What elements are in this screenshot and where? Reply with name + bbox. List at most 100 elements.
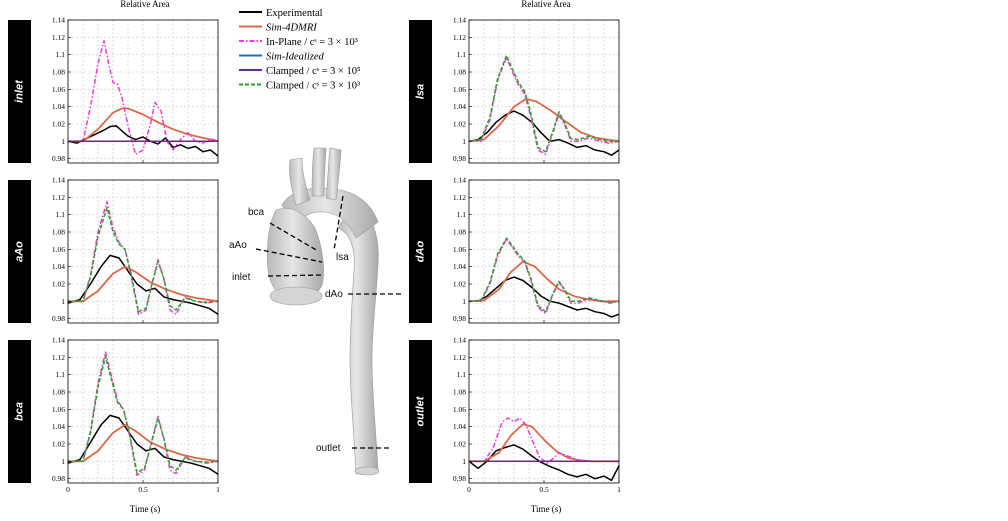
- y-tick-label: 1.12: [453, 193, 466, 202]
- y-tick-label: 1.12: [52, 193, 65, 202]
- legend-label-4: Clamped / cˢ = 3 × 10⁵: [266, 66, 361, 77]
- brachiocephalic-branch: [289, 157, 311, 206]
- y-tick-label: 1.14: [453, 16, 466, 25]
- series-line-1: [68, 265, 219, 303]
- y-tick-label: 1.1: [457, 370, 467, 379]
- x-tick-label: 0.5: [138, 485, 148, 494]
- series-line-2: [68, 40, 219, 156]
- y-tick-label: 1: [61, 297, 65, 306]
- y-tick-label: 1: [61, 457, 65, 466]
- x-tick-label: 0: [66, 485, 70, 494]
- y-tick-label: 1.1: [56, 210, 66, 219]
- inlet-ring: [269, 286, 323, 306]
- series-line-2: [469, 238, 620, 315]
- y-tick-label: 1.04: [52, 422, 65, 431]
- y-tick-label: 1: [61, 137, 65, 146]
- panel-tab-label: inlet: [14, 79, 26, 103]
- y-tick-label: 1.06: [52, 245, 65, 254]
- panel-dAo: dAo 0.98 1 1.02 1.04 1.06 1.08 1.1 1.12 1.14: [409, 176, 620, 324]
- series-line-0: [469, 276, 620, 318]
- y-tick-label: 1.1: [56, 50, 66, 59]
- y-tick-label: 1.1: [457, 210, 467, 219]
- outlet-ring: [354, 466, 380, 476]
- y-tick-label: 0.98: [453, 314, 466, 323]
- plot-area: [469, 20, 619, 163]
- legend-label-2: In-Plane / cˢ = 3 × 10³: [266, 37, 358, 48]
- series-line-0: [468, 110, 620, 156]
- panel-lsa: lsa 0.98 1 1.02 1.04 1.06 1.08 1.1 1.12 1.14: [409, 16, 620, 164]
- y-tick-label: 1.12: [52, 33, 65, 42]
- y-tick-label: 1.02: [52, 440, 65, 449]
- aorta-geometry: bca aAo lsa inlet dAo outlet: [229, 147, 402, 476]
- y-tick-label: 1.06: [453, 405, 466, 414]
- descending-aorta: [337, 204, 379, 475]
- series-line-2: [469, 56, 620, 156]
- y-tick-label: 1: [462, 297, 466, 306]
- panel-tab-label: lsa: [415, 84, 427, 99]
- y-tick-label: 0.98: [453, 474, 466, 483]
- cut-plane-bca: [269, 222, 319, 252]
- y-tick-label: 0.98: [453, 154, 466, 163]
- anatomy-label-inlet: inlet: [232, 272, 251, 283]
- anatomy-label-aao: aAo: [229, 240, 247, 251]
- column-title-left: Relative Area: [120, 0, 169, 9]
- anatomy-label-dao: dAo: [325, 289, 343, 300]
- legend-label-0: Experimental: [266, 8, 323, 19]
- y-tick-label: 1.08: [453, 68, 466, 77]
- y-tick-label: 1.02: [453, 280, 466, 289]
- y-tick-label: 1.14: [453, 336, 466, 345]
- legend: Experimental Sim-4DMRI In-Plane / cˢ = 3 ×…: [239, 8, 361, 92]
- panels: inlet 0.98 1 1.02 1.04 1.06 1.08 1.1 1.12 1.14 aAo…: [8, 16, 621, 494]
- series-line-1: [68, 423, 219, 463]
- y-tick-label: 1.02: [52, 120, 65, 129]
- y-tick-label: 1.02: [453, 120, 466, 129]
- series-line-5: [68, 206, 219, 313]
- y-tick-label: 1: [462, 457, 466, 466]
- y-tick-label: 1.12: [453, 353, 466, 362]
- panel-tab: [409, 340, 432, 483]
- y-tick-label: 1.06: [453, 85, 466, 94]
- x-axis-label-right: Time (s): [531, 504, 561, 514]
- y-tick-label: 1: [462, 137, 466, 146]
- y-tick-label: 1.04: [453, 102, 466, 111]
- y-tick-label: 0.98: [52, 474, 65, 483]
- x-tick-label: 0.5: [539, 485, 549, 494]
- panel-tab: [8, 340, 31, 483]
- y-tick-label: 1.14: [453, 176, 466, 185]
- panel-tab-label: bca: [14, 402, 26, 421]
- series-line-5: [468, 54, 619, 153]
- x-tick-label: 1: [617, 485, 621, 494]
- y-tick-label: 0.98: [52, 154, 65, 163]
- y-tick-label: 1.08: [453, 388, 466, 397]
- series-line-1: [68, 107, 219, 143]
- panel-aAo: aAo 0.98 1 1.02 1.04 1.06 1.08 1.1 1.12 1.14: [8, 176, 219, 324]
- x-tick-label: 1: [216, 485, 220, 494]
- series-line-1: [468, 98, 620, 143]
- y-tick-label: 1.14: [52, 176, 65, 185]
- y-tick-label: 1.04: [453, 262, 466, 271]
- panel-outlet: outlet 0.98 1 1.02 1.04 1.06 1.08 1.1 1.12 1.14 0 0…: [409, 336, 621, 494]
- legend-label-1: Sim-4DMRI: [266, 23, 317, 34]
- y-tick-label: 1.04: [52, 262, 65, 271]
- y-tick-label: 1.02: [453, 440, 466, 449]
- legend-label-3: Sim-Idealized: [266, 52, 324, 63]
- plot-area: [469, 340, 619, 483]
- cut-plane-lsa: [333, 195, 344, 251]
- anatomy-label-outlet: outlet: [316, 443, 341, 454]
- x-axis-label-left: Time (s): [130, 504, 160, 514]
- y-tick-label: 1.04: [52, 102, 65, 111]
- anatomy-label-lsa: lsa: [336, 252, 349, 263]
- y-tick-label: 1.14: [52, 16, 65, 25]
- cut-plane-inlet: [267, 274, 323, 277]
- plot-area: [68, 180, 218, 323]
- series-line-0: [468, 444, 620, 482]
- panel-tab-label: outlet: [415, 395, 427, 426]
- series-line-0: [67, 414, 219, 475]
- y-tick-label: 1.08: [52, 68, 65, 77]
- carotid-branch: [311, 147, 327, 197]
- y-tick-label: 1.1: [457, 50, 467, 59]
- y-tick-label: 1.1: [56, 370, 66, 379]
- panel-tab-label: aAo: [14, 241, 26, 262]
- y-tick-label: 1.08: [52, 388, 65, 397]
- y-tick-label: 1.06: [52, 85, 65, 94]
